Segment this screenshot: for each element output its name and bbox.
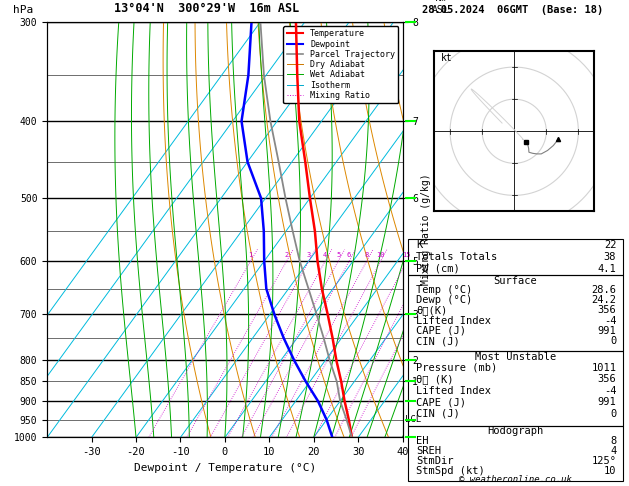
Text: 0: 0 xyxy=(610,409,616,419)
Text: Most Unstable: Most Unstable xyxy=(474,352,556,362)
Text: 13°04'N  300°29'W  16m ASL: 13°04'N 300°29'W 16m ASL xyxy=(114,1,300,15)
Legend: Temperature, Dewpoint, Parcel Trajectory, Dry Adiabat, Wet Adiabat, Isotherm, Mi: Temperature, Dewpoint, Parcel Trajectory… xyxy=(284,26,398,103)
Text: -4: -4 xyxy=(604,386,616,396)
Text: Temp (°C): Temp (°C) xyxy=(416,285,472,295)
Text: 22: 22 xyxy=(604,240,616,250)
Text: 24.2: 24.2 xyxy=(591,295,616,305)
Text: 15: 15 xyxy=(403,252,411,259)
Text: Pressure (mb): Pressure (mb) xyxy=(416,363,498,373)
Text: 5: 5 xyxy=(336,252,340,259)
Text: 1: 1 xyxy=(248,252,253,259)
Text: 1011: 1011 xyxy=(591,363,616,373)
Text: 10: 10 xyxy=(376,252,385,259)
Text: 356: 356 xyxy=(598,374,616,384)
Text: θᴇ(K): θᴇ(K) xyxy=(416,305,447,315)
Text: 991: 991 xyxy=(598,326,616,336)
Text: StmSpd (kt): StmSpd (kt) xyxy=(416,466,485,476)
Text: kt: kt xyxy=(440,52,452,63)
Text: Surface: Surface xyxy=(493,276,537,286)
Text: 4: 4 xyxy=(323,252,327,259)
Text: CAPE (J): CAPE (J) xyxy=(416,398,466,407)
Text: 6: 6 xyxy=(347,252,351,259)
Text: km
ASL: km ASL xyxy=(431,0,449,15)
Text: 10: 10 xyxy=(604,466,616,476)
Text: © weatheronline.co.uk: © weatheronline.co.uk xyxy=(459,474,572,484)
Text: θᴇ (K): θᴇ (K) xyxy=(416,374,454,384)
Text: Lifted Index: Lifted Index xyxy=(416,386,491,396)
Text: SREH: SREH xyxy=(416,446,441,456)
Text: Totals Totals: Totals Totals xyxy=(416,252,498,261)
Text: hPa: hPa xyxy=(13,4,33,15)
Text: 4: 4 xyxy=(610,446,616,456)
Text: LCL: LCL xyxy=(405,415,421,424)
Text: EH: EH xyxy=(416,436,429,446)
Text: -4: -4 xyxy=(604,315,616,326)
Text: StmDir: StmDir xyxy=(416,456,454,466)
Text: 125°: 125° xyxy=(591,456,616,466)
Text: K: K xyxy=(416,240,423,250)
Text: 991: 991 xyxy=(598,398,616,407)
Text: CAPE (J): CAPE (J) xyxy=(416,326,466,336)
Text: Lifted Index: Lifted Index xyxy=(416,315,491,326)
Text: Dewp (°C): Dewp (°C) xyxy=(416,295,472,305)
Text: 28.05.2024  06GMT  (Base: 18): 28.05.2024 06GMT (Base: 18) xyxy=(422,4,603,15)
Text: CIN (J): CIN (J) xyxy=(416,409,460,419)
Text: 28.6: 28.6 xyxy=(591,285,616,295)
Text: 3: 3 xyxy=(307,252,311,259)
Y-axis label: Mixing Ratio (g/kg): Mixing Ratio (g/kg) xyxy=(421,174,431,285)
Text: 2: 2 xyxy=(284,252,289,259)
Text: 356: 356 xyxy=(598,305,616,315)
Text: 38: 38 xyxy=(604,252,616,261)
X-axis label: Dewpoint / Temperature (°C): Dewpoint / Temperature (°C) xyxy=(134,463,316,473)
Text: Hodograph: Hodograph xyxy=(487,426,543,436)
Text: 0: 0 xyxy=(610,336,616,346)
Text: PW (cm): PW (cm) xyxy=(416,263,460,274)
Text: 4.1: 4.1 xyxy=(598,263,616,274)
Text: 8: 8 xyxy=(365,252,369,259)
Text: CIN (J): CIN (J) xyxy=(416,336,460,346)
Text: 8: 8 xyxy=(610,436,616,446)
